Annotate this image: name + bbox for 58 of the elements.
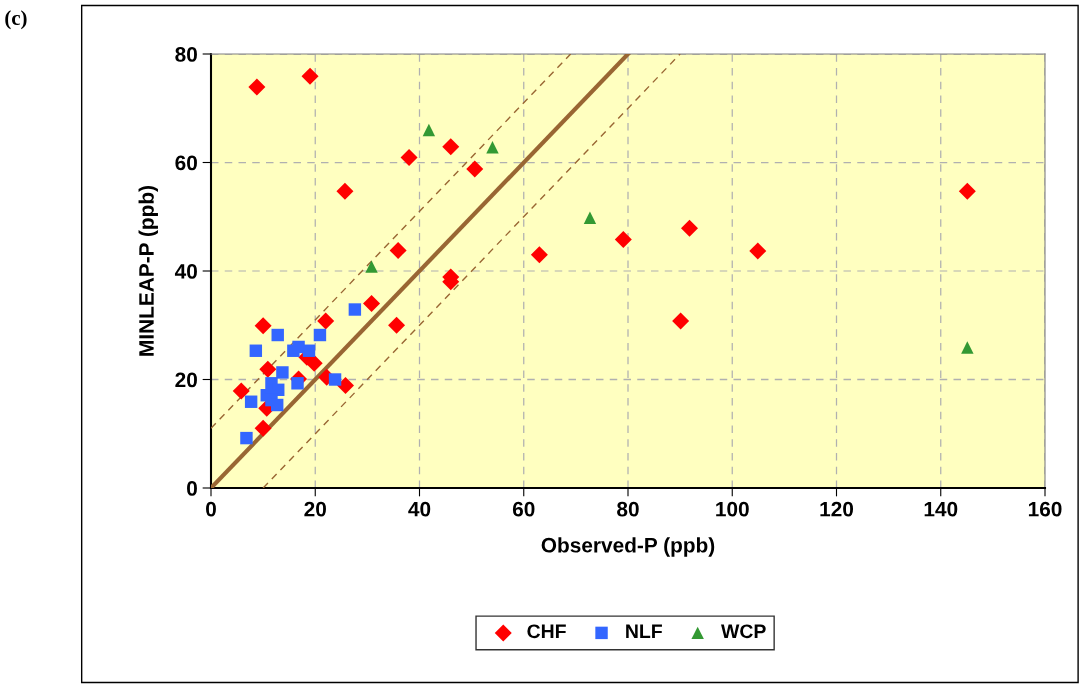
point: [672, 312, 690, 330]
point: [614, 231, 632, 249]
point: [301, 67, 319, 85]
point: [336, 376, 354, 394]
y-tick-label: 60: [175, 155, 197, 171]
x-tick-label: 60: [512, 501, 535, 517]
point: [328, 373, 342, 386]
point: [363, 295, 381, 313]
point: [530, 246, 548, 264]
legend-label: WCP: [721, 624, 766, 639]
point: [270, 398, 284, 412]
x-tick-label: 80: [617, 501, 639, 517]
point: [249, 344, 263, 357]
point: [958, 182, 976, 200]
point: [271, 328, 284, 342]
point: [254, 419, 272, 437]
point: [336, 182, 354, 200]
x-tick-label: 100: [716, 501, 749, 517]
point: [232, 382, 250, 400]
point: [583, 211, 597, 225]
point: [305, 354, 323, 372]
x-tick-label: 160: [1028, 501, 1062, 517]
point: [389, 241, 407, 259]
point: [259, 360, 277, 378]
point: [254, 317, 272, 335]
point: [442, 138, 460, 156]
point: [291, 377, 304, 390]
point: [240, 431, 253, 445]
point: [244, 395, 258, 408]
point: [365, 260, 378, 273]
x-tick-label: 20: [304, 501, 326, 517]
point: [302, 344, 316, 357]
point: [317, 312, 335, 330]
y-tick-label: 0: [187, 481, 197, 496]
legend-label: NLF: [626, 624, 662, 638]
point: [681, 219, 699, 237]
point: [486, 141, 499, 154]
x-axis-title: Observed-P (ppb): [541, 537, 715, 557]
point: [388, 316, 406, 334]
y-tick-label: 80: [175, 47, 197, 62]
point: [466, 160, 484, 178]
point: [422, 123, 436, 137]
y-tick-label: 40: [174, 264, 197, 279]
x-tick-label: 140: [924, 501, 958, 517]
y-tick-label: 20: [175, 372, 197, 388]
point: [961, 341, 974, 354]
x-tick-label: 120: [820, 501, 854, 517]
point: [749, 242, 767, 260]
point: [276, 366, 289, 379]
point: [348, 303, 362, 316]
point: [313, 328, 327, 342]
y-axis-title: MINLEAP-P (ppb): [138, 186, 158, 356]
x-tick-label: 40: [408, 501, 431, 517]
x-tick-label: 0: [206, 501, 216, 517]
point: [248, 78, 266, 96]
legend-label: CHF: [527, 624, 566, 639]
text: (c): [5, 10, 27, 30]
point: [400, 149, 418, 167]
